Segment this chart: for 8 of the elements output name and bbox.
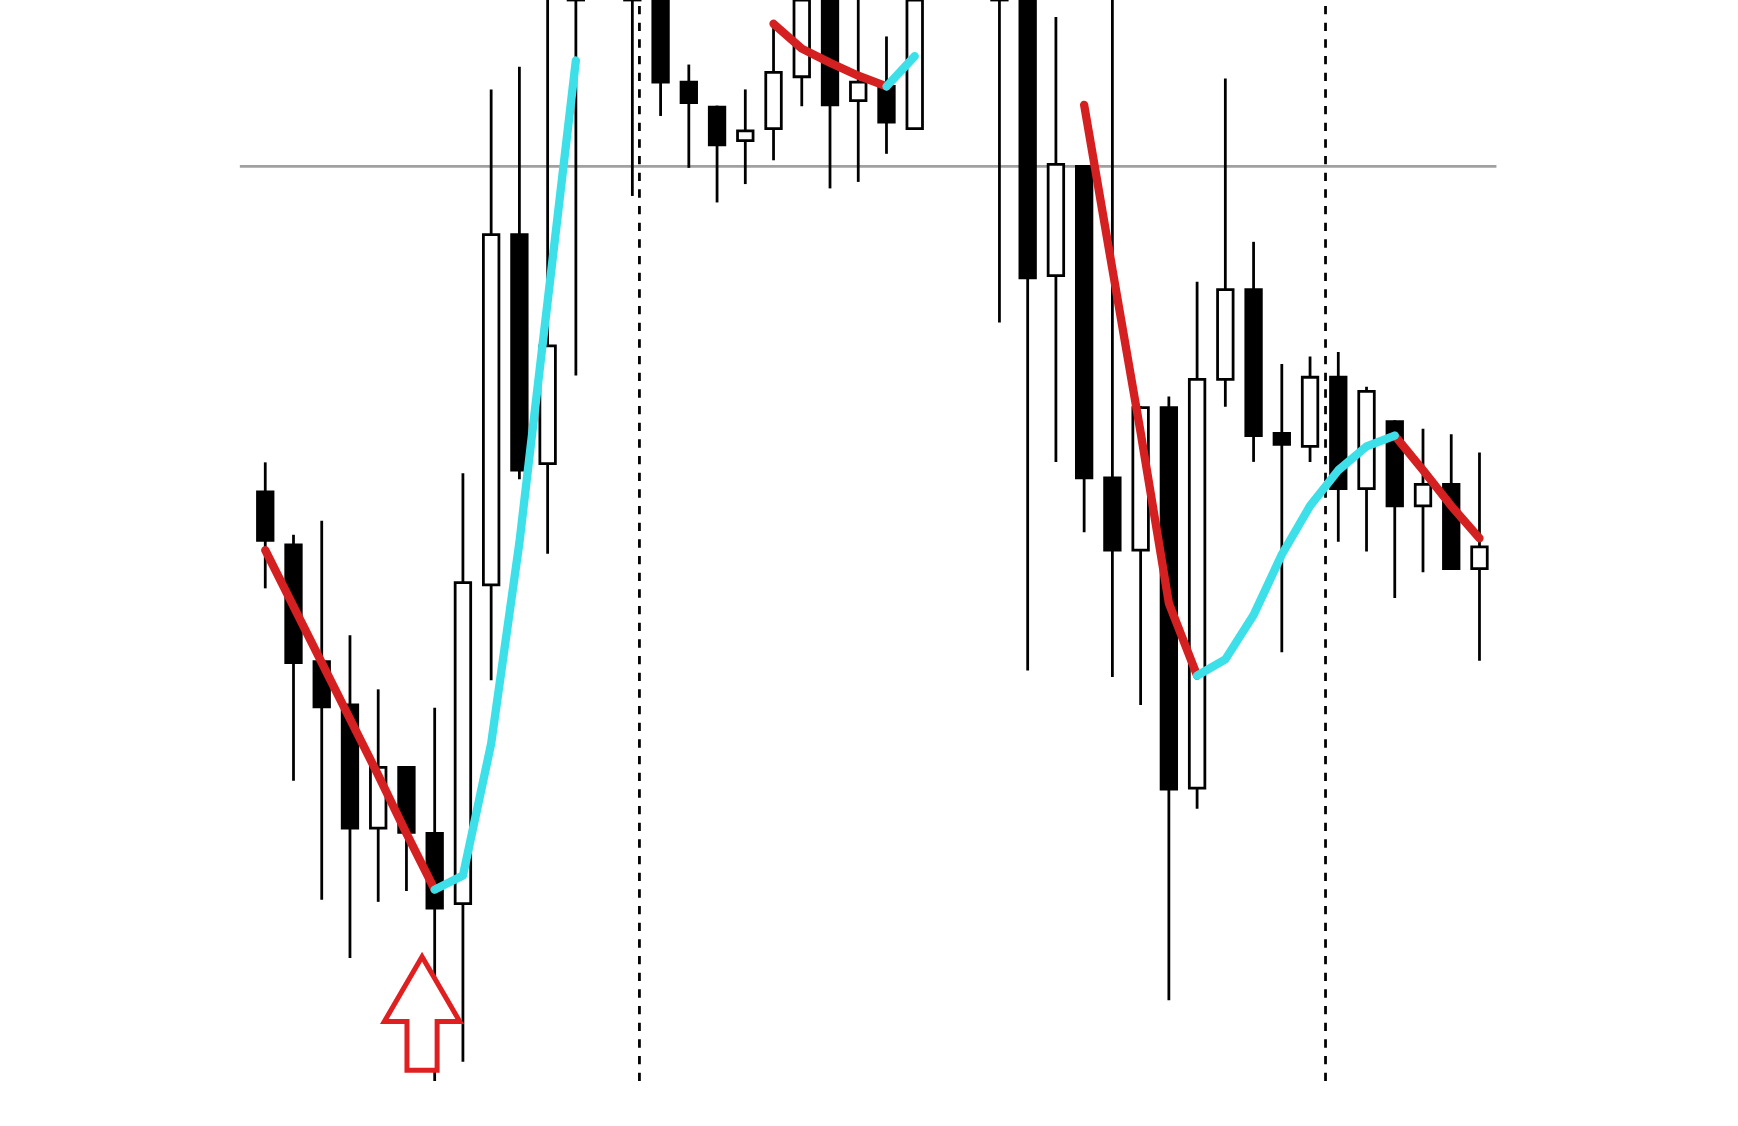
candlestick — [849, 0, 868, 182]
candlestick — [736, 89, 755, 185]
candlestick — [1413, 428, 1433, 573]
candlestick — [1272, 363, 1291, 653]
candlestick — [679, 64, 698, 168]
candlestick — [1470, 452, 1489, 661]
candlestick — [707, 105, 727, 203]
candlestick — [877, 36, 896, 154]
